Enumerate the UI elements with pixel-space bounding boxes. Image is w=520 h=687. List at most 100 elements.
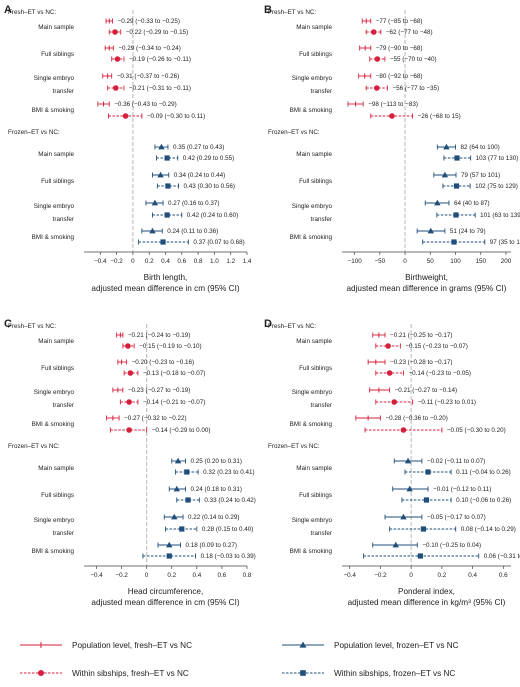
row-label: Main sample [38, 465, 74, 472]
row-label: Main sample [296, 465, 332, 472]
fresh-population-label: −0.23 (−0.27 to −0.19) [128, 387, 191, 394]
frozen-within-point [185, 497, 191, 503]
frozen-within-label: 0.32 (0.23 to 0.41) [203, 469, 254, 476]
legend-label: Population level, fresh–ET vs NC [72, 641, 192, 650]
frozen-within-label: 101 (63 to 139) [480, 212, 520, 219]
x-axis-title: Birthweight, [405, 273, 448, 282]
x-tick-label: −50 [374, 258, 385, 265]
row-label: BMI & smoking [32, 234, 75, 241]
frozen-within-point [453, 212, 459, 218]
frozen-population-label: 51 (24 to 79) [450, 228, 486, 235]
row-label: transfer [53, 530, 74, 537]
x-tick-label: 0 [403, 258, 407, 265]
fresh-within-point [400, 427, 407, 433]
frozen-population-label: 0.18 (0.09 to 0.27) [186, 542, 237, 549]
x-tick-label: 0.8 [194, 258, 203, 265]
fresh-within-label: −0.15 (−0.19 to −0.10) [139, 343, 202, 350]
row-label: Main sample [38, 338, 74, 345]
x-tick-label: 0.6 [499, 572, 508, 579]
frozen-within-label: 97 (35 to 158) [490, 239, 520, 246]
row-label: Full siblings [299, 51, 332, 58]
fresh-within-point [385, 343, 391, 349]
group-heading-fresh: Fresh–ET vs NC: [8, 323, 56, 330]
row-label: BMI & smoking [290, 234, 333, 241]
frozen-within-label: 102 (75 to 129) [475, 183, 518, 190]
row-label: transfer [311, 88, 332, 95]
legend-item-within-fresh: Within sibships, fresh–ET vs NC [20, 669, 189, 678]
fresh-within-point [114, 56, 121, 62]
fresh-within-point [126, 399, 132, 405]
x-axis-title: Head circumference, [128, 587, 204, 596]
frozen-population-label: 82 (64 to 100) [461, 144, 500, 151]
x-tick-label: 50 [427, 258, 435, 265]
frozen-population-label: −0.05 (−0.17 to 0.07) [427, 514, 486, 521]
row-label: BMI & smoking [32, 548, 75, 555]
row-label: Single embryo [292, 75, 333, 82]
fresh-population-label: −0.28 (−0.36 to −0.20) [385, 415, 448, 422]
frozen-population-point [174, 457, 182, 464]
fresh-within-label: −0.14 (−0.29 to 0.00) [152, 427, 211, 434]
panel-letter: A [4, 4, 12, 16]
x-tick-label: −0.2 [110, 258, 123, 265]
frozen-within-point [425, 469, 431, 475]
frozen-within-point [454, 155, 460, 161]
row-label: Full siblings [41, 492, 74, 499]
fresh-within-label: −0.13 (−0.18 to −0.07) [143, 370, 206, 377]
row-label: Single embryo [292, 203, 333, 210]
fresh-within-point [386, 370, 393, 376]
fresh-within-label: −55 (−70 to −40) [390, 56, 437, 63]
x-tick-label: −100 [348, 258, 363, 265]
frozen-population-label: −0.02 (−0.11 to 0.07) [427, 458, 485, 465]
x-tick-label: 0.6 [218, 572, 227, 579]
x-tick-label: 0.4 [161, 258, 170, 265]
frozen-within-point [165, 183, 171, 189]
row-label: transfer [311, 530, 332, 537]
row-label: BMI & smoking [290, 107, 333, 114]
x-axis-title: Birth length, [144, 273, 188, 282]
frozen-within-point [184, 469, 190, 475]
legend-label: Within sibships, frozen–ET vs NC [334, 669, 455, 678]
frozen-within-label: 0.18 (−0.03 to 0.39) [201, 553, 256, 560]
x-tick-label: 0.2 [167, 572, 176, 579]
x-tick-label: 0 [409, 572, 413, 579]
x-tick-label: 0.2 [145, 258, 154, 265]
fresh-population-label: −0.23 (−0.28 to −0.17) [390, 359, 453, 366]
frozen-within-point [453, 183, 460, 189]
fresh-within-label: −0.14 (−0.21 to −0.07) [143, 399, 206, 406]
row-label: transfer [53, 88, 74, 95]
group-heading-fresh: Fresh–ET vs NC: [268, 323, 316, 330]
group-heading-frozen: Frozen–ET vs NC: [268, 443, 320, 450]
legend-circle-marker [38, 670, 44, 676]
fresh-within-point [370, 29, 377, 35]
row-label: transfer [311, 216, 332, 223]
fresh-population-label: −0.31 (−0.37 to −0.26) [117, 73, 179, 80]
row-label: Main sample [296, 24, 332, 31]
panel-letter: B [264, 4, 272, 16]
frozen-population-point [392, 541, 399, 548]
row-label: Full siblings [299, 365, 332, 372]
group-heading-frozen: Frozen–ET vs NC: [8, 443, 60, 450]
fresh-within-label: −0.09 (−0.30 to 0.11) [147, 113, 205, 120]
x-tick-label: 150 [475, 258, 486, 265]
x-tick-label: −0.2 [115, 572, 128, 579]
frozen-within-label: 0.08 (−0.14 to 0.29) [461, 526, 516, 533]
frozen-within-point [179, 526, 185, 532]
fresh-within-point [112, 85, 119, 91]
row-label: Full siblings [41, 365, 74, 372]
row-label: Single embryo [34, 517, 75, 524]
x-tick-label: 1.2 [226, 258, 235, 265]
frozen-within-label: 0.42 (0.24 to 0.60) [187, 212, 238, 219]
fresh-population-label: −0.21 (−0.24 to −0.19) [128, 332, 191, 339]
frozen-within-label: 0.33 (0.24 to 0.42) [204, 497, 255, 504]
x-tick-label: 0.8 [243, 572, 252, 579]
frozen-within-label: 0.11 (−0.04 to 0.26) [456, 469, 511, 476]
fresh-within-label: −0.11 (−0.23 to 0.01) [418, 399, 476, 406]
group-heading-frozen: Frozen–ET vs NC: [8, 129, 60, 136]
fresh-within-label: −0.15 (−0.23 to −0.07) [405, 343, 468, 350]
fresh-within-point [126, 427, 132, 433]
panel-letter: D [264, 318, 272, 330]
frozen-within-label: 0.43 (0.30 to 0.56) [184, 183, 235, 190]
row-label: BMI & smoking [32, 107, 75, 114]
